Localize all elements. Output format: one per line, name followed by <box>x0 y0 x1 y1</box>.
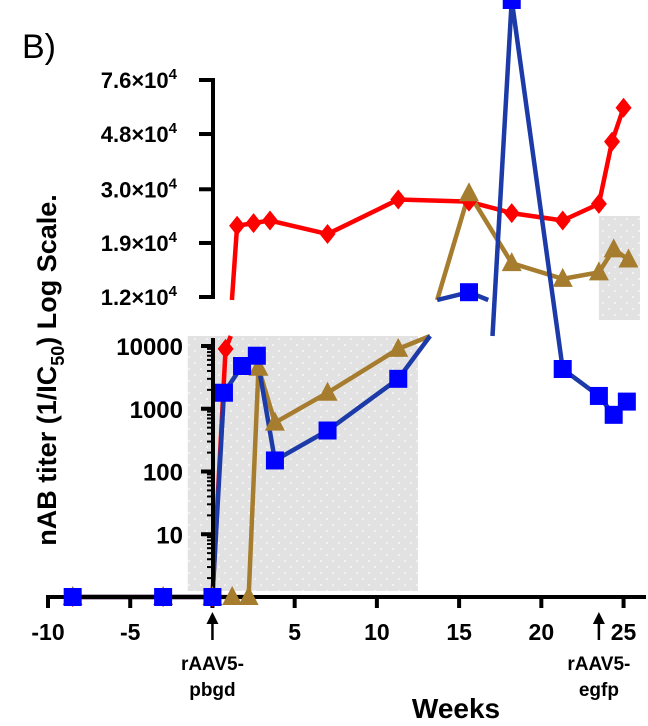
series-1-segment <box>509 210 565 223</box>
brown-triangle-point <box>501 252 522 272</box>
x-tick-label: 5 <box>288 619 301 645</box>
red-diamond-point <box>503 203 520 224</box>
series-2-segment <box>246 365 261 600</box>
x-tick-label: -10 <box>31 619 64 645</box>
shaded-region-2 <box>598 216 640 320</box>
series-3-segment <box>509 0 565 372</box>
y-tick-label-upper: 7.6×104 <box>101 66 178 93</box>
annotation-arrowhead <box>206 612 219 624</box>
series-2-segment <box>325 346 401 395</box>
red-diamond-point <box>390 189 407 210</box>
series-3-segment <box>325 376 401 433</box>
blue-square-point <box>154 588 173 606</box>
blue-square-point <box>214 383 233 402</box>
red-diamond-point <box>217 338 234 359</box>
red-diamond-point <box>245 213 262 234</box>
axes <box>46 78 646 608</box>
annotation-label-2: rAAV5- <box>567 654 630 675</box>
blue-square-point <box>389 369 408 388</box>
blue-square-point <box>589 386 608 405</box>
red-diamond-point <box>319 224 336 245</box>
axis-labels: 10 100 1000 10000 1.2×104 1.9×104 3.0×104 4.8×1… <box>31 66 636 701</box>
red-diamond-point <box>554 210 571 231</box>
brown-triangle-point <box>603 238 624 258</box>
blue-square-point <box>265 451 284 470</box>
blue-square-point <box>553 359 572 378</box>
blue-square-point <box>233 357 252 376</box>
red-diamond-point <box>615 97 632 118</box>
red-diamond-point <box>604 131 621 152</box>
y-tick-label-upper: 4.8×104 <box>101 120 178 147</box>
blue-square-point <box>318 421 337 440</box>
series-2-segment <box>509 260 565 282</box>
y-tick-label: 10000 <box>116 334 183 361</box>
series-1-segment <box>325 197 401 237</box>
x-tick-label: -5 <box>120 619 141 645</box>
panel-label: B) <box>22 28 56 66</box>
annotation-label-1-line2: pbgd <box>189 680 235 701</box>
y-tick-label-upper: 1.9×104 <box>101 229 178 256</box>
y-tick-label-upper: 3.0×104 <box>101 175 178 202</box>
y-tick-label-upper: 1.2×104 <box>101 283 178 310</box>
brown-triangle-point <box>388 337 409 357</box>
y-tick-label: 10 <box>156 522 183 549</box>
series-1-segment <box>267 218 330 237</box>
blue-square-point <box>247 346 266 365</box>
brown-triangle-point <box>264 411 285 431</box>
annotation-label-2-line2: egfp <box>579 680 619 701</box>
blue-square-point <box>459 283 478 302</box>
y-tick-label: 100 <box>143 460 183 487</box>
blue-square-point <box>502 0 521 9</box>
red-diamond-point <box>229 215 246 236</box>
x-tick-label: 20 <box>529 619 555 645</box>
series-1-segment <box>560 201 602 223</box>
series-2-segment <box>397 333 431 351</box>
y-tick-label: 1000 <box>130 397 183 424</box>
brown-triangle-point <box>552 267 573 287</box>
blue-square-point <box>63 588 82 606</box>
annotation-label-1: rAAV5- <box>181 654 244 675</box>
x-tick-label: 25 <box>611 619 637 645</box>
brown-triangle-point <box>222 586 243 605</box>
series-1-segment <box>596 139 615 207</box>
brown-triangle-point <box>618 248 639 268</box>
series-2-segment <box>466 191 514 266</box>
annotation-arrowhead <box>592 612 605 624</box>
brown-triangle-point <box>238 586 259 605</box>
brown-triangle-point <box>458 182 479 202</box>
y-axis-title: nAB titer (1/IC50) Log Scale. <box>32 194 68 546</box>
series-3-segment <box>490 0 514 337</box>
data-markers <box>62 0 639 607</box>
red-diamond-point <box>590 193 607 214</box>
series-1-segment <box>229 225 240 301</box>
brown-triangle-point <box>248 356 269 376</box>
series-2-segment <box>435 192 472 301</box>
series-1-segment <box>396 197 472 204</box>
brown-triangle-point <box>317 381 338 401</box>
x-axis-title: Weeks <box>412 693 500 724</box>
red-diamond-point <box>262 210 278 231</box>
blue-square-point <box>203 588 222 606</box>
x-tick-label: 10 <box>364 619 390 645</box>
series-2-segment <box>272 390 330 425</box>
brown-triangle-point <box>588 261 609 281</box>
blue-square-point <box>617 392 636 411</box>
x-tick-label: 15 <box>446 619 472 645</box>
